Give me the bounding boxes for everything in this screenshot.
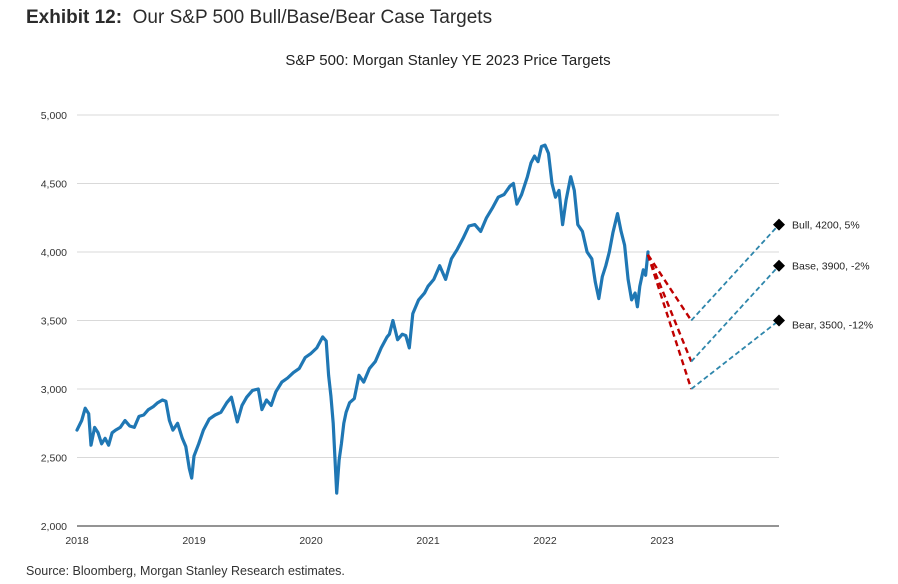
target-label-bear: Bear, 3500, -12%	[792, 320, 873, 332]
x-tick-label: 2022	[533, 535, 557, 547]
x-tick-label: 2020	[299, 535, 323, 547]
y-tick-label: 5,000	[41, 110, 67, 122]
target-label-bull: Bull, 4200, 5%	[792, 220, 860, 232]
series-line-sp500	[75, 143, 650, 495]
target-marker-bear	[773, 314, 785, 327]
target-marker-bull	[773, 218, 785, 231]
target-markers: Bull, 4200, 5% Base, 3900, -2% Bear, 3500,…	[773, 218, 873, 332]
series-layer	[75, 143, 650, 495]
target-label-base: Base, 3900, -2%	[792, 261, 870, 273]
projection-to-trough-base	[646, 254, 693, 363]
target-marker-base	[773, 259, 785, 272]
y-tick-label: 2,500	[41, 453, 67, 465]
chart-title-wrap: S&P 500: Morgan Stanley YE 2023 Price Ta…	[0, 52, 898, 69]
x-axis-ticks: 2018 2019 2020 2021 2022 2023	[65, 535, 674, 547]
chart-title: S&P 500: Morgan Stanley YE 2023 Price Ta…	[285, 52, 611, 69]
y-tick-label: 4,500	[41, 179, 67, 191]
y-tick-label: 3,500	[41, 316, 67, 328]
x-tick-label: 2018	[65, 535, 89, 547]
projection-to-trough-bull	[646, 254, 693, 322]
projection-to-target-bull	[690, 223, 780, 322]
y-tick-label: 2,000	[41, 521, 67, 533]
y-tick-label: 4,000	[41, 247, 67, 259]
x-tick-label: 2021	[416, 535, 440, 547]
source-note: Source: Bloomberg, Morgan Stanley Resear…	[26, 564, 345, 578]
x-tick-label: 2019	[182, 535, 206, 547]
projection-to-target-bear	[690, 319, 780, 390]
exhibit-title: Our S&P 500 Bull/Base/Bear Case Targets	[132, 7, 493, 28]
projection-to-trough-bear	[646, 254, 693, 390]
x-tick-label: 2023	[650, 535, 674, 547]
y-axis-ticks: 2,000 2,500 3,000 3,500 4,000 4,500 5,000	[41, 110, 67, 533]
exhibit-heading: Exhibit 12: Our S&P 500 Bull/Base/Bear C…	[26, 7, 492, 29]
exhibit-label: Exhibit 12:	[26, 7, 123, 28]
y-tick-label: 3,000	[41, 384, 67, 396]
projection-to-target-base	[690, 265, 780, 363]
projection-layer	[646, 223, 780, 390]
